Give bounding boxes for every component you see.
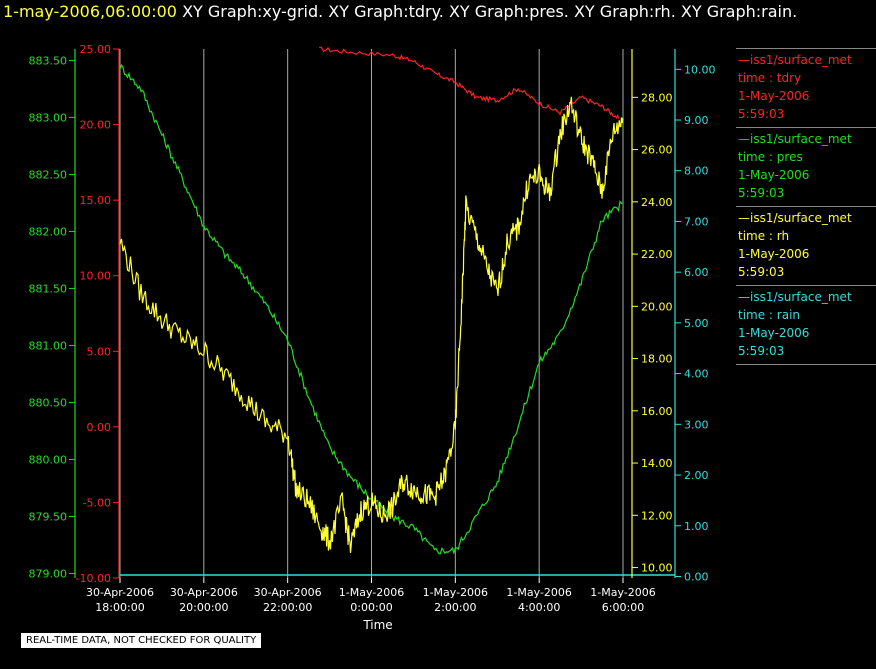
x-tick-label: 6:00:00 <box>602 601 644 614</box>
rh-tick-label: 10.00 <box>641 562 673 575</box>
pres-tick-label: 883.50 <box>29 54 68 67</box>
rain-tick-label: 4.00 <box>684 368 709 381</box>
rain-tick-label: 1.00 <box>684 520 709 533</box>
rh-tick-label: 24.00 <box>641 196 673 209</box>
legend-date: 1-May-2006 <box>738 89 810 103</box>
pres-tick-label: 881.00 <box>29 339 68 352</box>
legend-field: time : rain <box>738 308 801 322</box>
x-tick-label: 30-Apr-2006 <box>86 586 154 599</box>
pres-tick-label: 882.50 <box>29 168 68 181</box>
rh-tick-label: 22.00 <box>641 248 673 261</box>
rain-tick-label: 9.00 <box>684 114 709 127</box>
x-axis-label: Time <box>362 618 392 632</box>
rh-tick-label: 16.00 <box>641 405 673 418</box>
pres-tick-label: 880.50 <box>29 396 68 409</box>
legend-field: time : tdry <box>738 71 802 85</box>
legend-time: 5:59:03 <box>738 107 785 121</box>
series <box>119 46 624 555</box>
legend-name: —iss1/surface_met <box>738 290 852 304</box>
rh-tick-label: 26.00 <box>641 144 673 157</box>
legend-name: —iss1/surface_met <box>738 53 852 67</box>
rain-tick-label: 8.00 <box>684 165 709 178</box>
legend-field: time : pres <box>738 150 803 164</box>
rain-tick-label: 7.00 <box>684 215 709 228</box>
pres-tick-label: 880.00 <box>29 453 68 466</box>
legend-name: —iss1/surface_met <box>738 211 852 225</box>
x-tick-label: 18:00:00 <box>95 601 144 614</box>
pres-tick-label: 882.00 <box>29 225 68 238</box>
legend-time: 5:59:03 <box>738 265 785 279</box>
rain-tick-label: 3.00 <box>684 418 709 431</box>
rh-tick-label: 20.00 <box>641 300 673 313</box>
x-tick-label: 0:00:00 <box>350 601 392 614</box>
legend-time: 5:59:03 <box>738 344 785 358</box>
x-tick-label: 1-May-2006 <box>590 586 655 599</box>
quality-notice: REAL-TIME DATA, NOT CHECKED FOR QUALITY <box>20 632 263 649</box>
legend-divider <box>736 364 876 365</box>
x-tick-label: 30-Apr-2006 <box>254 586 322 599</box>
pres-tick-label: 879.50 <box>29 510 68 523</box>
x-tick-label: 20:00:00 <box>179 601 228 614</box>
tdry-tick-label: 10.00 <box>80 270 112 283</box>
rh-series-line <box>119 96 624 553</box>
legend-date: 1-May-2006 <box>738 168 810 182</box>
x-tick-label: 1-May-2006 <box>423 586 488 599</box>
tdry-series-line <box>319 46 620 120</box>
tdry-tick-label: 25.00 <box>80 43 112 56</box>
rh-tick-label: 12.00 <box>641 509 673 522</box>
x-tick-label: 30-Apr-2006 <box>170 586 238 599</box>
graph-list: XY Graph:xy-grid. XY Graph:tdry. XY Grap… <box>182 2 798 21</box>
timestamp: 1-may-2006,06:00:00 <box>3 2 177 21</box>
gridlines <box>119 49 624 578</box>
x-tick-label: 1-May-2006 <box>506 586 571 599</box>
x-tick-label: 22:00:00 <box>263 601 312 614</box>
legend-date: 1-May-2006 <box>738 326 810 340</box>
legend-time: 5:59:03 <box>738 186 785 200</box>
legend-date: 1-May-2006 <box>738 247 810 261</box>
rain-tick-label: 6.00 <box>684 266 709 279</box>
legend: —iss1/surface_met time : tdry 1-May-2006 5:… <box>736 48 876 365</box>
tdry-tick-label: 15.00 <box>80 194 112 207</box>
rh-tick-label: 28.00 <box>641 91 673 104</box>
tdry-tick-label: -10.00 <box>76 572 111 585</box>
rh-tick-label: 14.00 <box>641 457 673 470</box>
tdry-tick-label: -5.00 <box>83 496 111 509</box>
tdry-tick-label: 0.00 <box>87 421 112 434</box>
pres-tick-label: 883.00 <box>29 111 68 124</box>
legend-name: —iss1/surface_met <box>738 132 852 146</box>
rain-tick-label: 5.00 <box>684 317 709 330</box>
axes: 879.00 879.50 880.00 880.50 881.00 881.50 882.… <box>29 43 716 585</box>
rain-tick-label: 2.00 <box>684 469 709 482</box>
rain-tick-label: 10.00 <box>684 63 716 76</box>
x-tick-label: 4:00:00 <box>518 601 560 614</box>
rain-tick-label: 0.00 <box>684 570 709 583</box>
rh-tick-label: 18.00 <box>641 353 673 366</box>
tdry-tick-label: 20.00 <box>80 119 112 132</box>
tdry-tick-label: 5.00 <box>87 345 112 358</box>
header-title: 1-may-2006,06:00:00 XY Graph:xy-grid. XY… <box>3 2 797 21</box>
legend-field: time : rh <box>738 229 790 243</box>
x-axis: 30-Apr-2006 18:00:00 30-Apr-2006 20:00:00 30… <box>86 578 656 614</box>
pres-tick-label: 879.00 <box>29 567 68 580</box>
pres-tick-label: 881.50 <box>29 282 68 295</box>
x-tick-label: 2:00:00 <box>434 601 476 614</box>
x-tick-label: 1-May-2006 <box>339 586 404 599</box>
